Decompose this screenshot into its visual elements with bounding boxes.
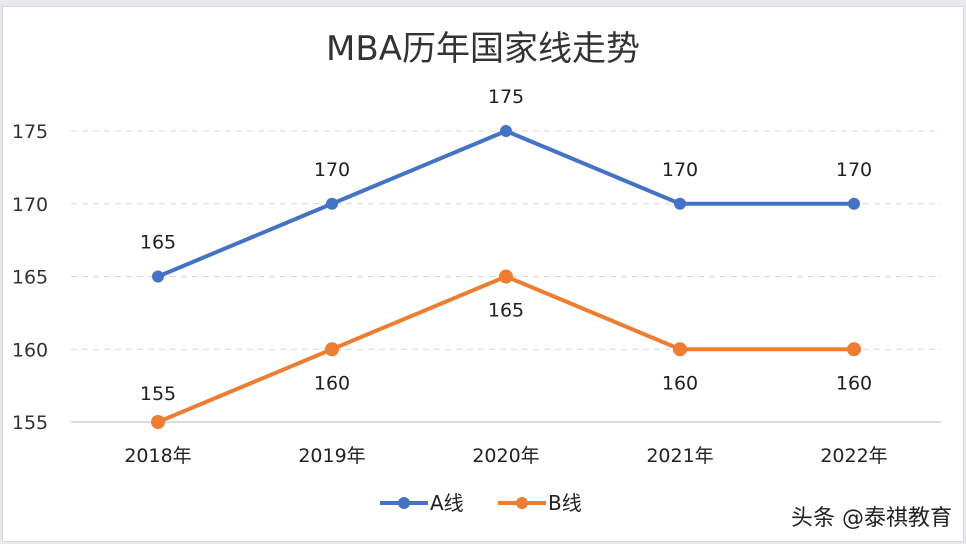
legend-label: B线	[548, 491, 582, 515]
data-label: 170	[314, 159, 350, 181]
data-point	[499, 269, 513, 284]
x-tick-label: 2022年	[820, 445, 887, 467]
data-label: 165	[140, 232, 176, 254]
y-tick-label: 155	[12, 412, 48, 434]
data-point	[673, 342, 687, 357]
x-tick-label: 2019年	[298, 445, 365, 467]
data-point	[500, 125, 512, 137]
data-point	[325, 342, 339, 357]
data-point	[152, 270, 164, 283]
legend-label: A线	[430, 491, 464, 515]
data-label: 160	[662, 372, 698, 394]
data-point	[847, 342, 861, 357]
legend-marker	[398, 497, 410, 509]
legend-marker	[516, 497, 528, 509]
data-point	[674, 197, 686, 210]
data-label: 170	[662, 159, 698, 181]
y-tick-label: 160	[12, 339, 48, 361]
data-point	[151, 415, 165, 429]
y-tick-label: 165	[12, 267, 48, 289]
data-point	[848, 197, 860, 210]
chart-title: MBA历年国家线走势	[326, 29, 640, 69]
y-tick-label: 170	[12, 194, 48, 216]
y-tick-label: 175	[12, 121, 48, 143]
data-label: 155	[140, 383, 176, 405]
data-label: 170	[836, 159, 872, 181]
x-tick-label: 2018年	[124, 445, 191, 467]
x-tick-label: 2020年	[472, 445, 539, 467]
data-label: 160	[836, 372, 872, 394]
data-label: 175	[488, 86, 524, 108]
data-point	[326, 197, 338, 210]
data-label: 160	[314, 372, 350, 394]
watermark: 头条 @泰祺教育	[791, 506, 952, 531]
x-tick-label: 2021年	[646, 445, 713, 467]
data-label: 165	[488, 300, 524, 322]
